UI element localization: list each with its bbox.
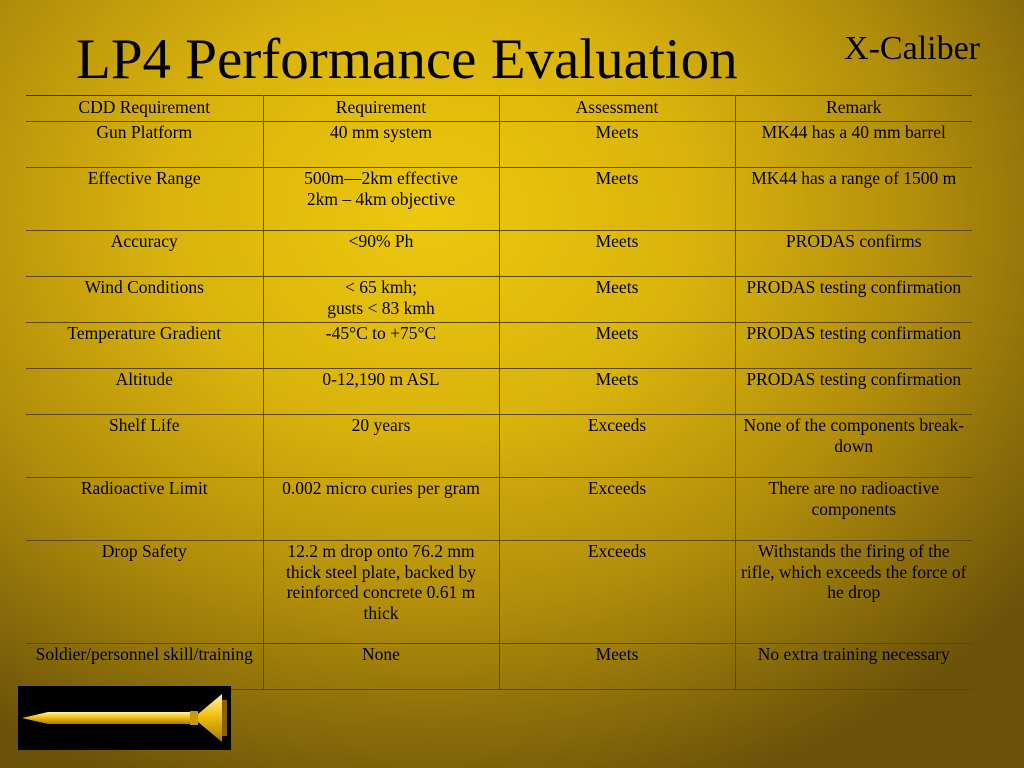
remark-cell: None of the components break-down — [734, 414, 972, 478]
remark-cell: MK44 has a 40 mm barrel — [734, 121, 972, 168]
remark-cell: PRODAS confirms — [734, 230, 972, 277]
requirement-cell: 500m—2km effective 2km – 4km objective — [262, 167, 500, 231]
performance-table: CDD Requirement Requirement Assessment R… — [26, 95, 972, 690]
cdd-requirement-cell: Soldier/personnel skill/training — [26, 643, 264, 690]
requirement-cell: <90% Ph — [262, 230, 500, 277]
table-row: Gun Platform 40 mm system Meets MK44 has a … — [26, 121, 972, 168]
column-header-cdd-requirement: CDD Requirement — [26, 95, 264, 122]
assessment-cell: Meets — [498, 167, 736, 231]
cdd-requirement-cell: Gun Platform — [26, 121, 264, 168]
assessment-cell: Meets — [498, 276, 736, 323]
requirement-cell: -45°C to +75°C — [262, 322, 500, 369]
cdd-requirement-cell: Drop Safety — [26, 540, 264, 644]
logo — [18, 686, 231, 750]
table-row: Altitude 0-12,190 m ASL Meets PRODAS testin… — [26, 368, 972, 415]
remark-cell: Withstands the firing of the rifle, whic… — [734, 540, 972, 644]
column-header-assessment: Assessment — [498, 95, 736, 122]
cdd-requirement-cell: Altitude — [26, 368, 264, 415]
table-row: Soldier/personnel skill/training None Meet… — [26, 643, 972, 690]
remark-cell: PRODAS testing confirmation — [734, 322, 972, 369]
assessment-cell: Meets — [498, 322, 736, 369]
table-row: Shelf Life 20 years Exceeds None of the com… — [26, 414, 972, 478]
table-row: Effective Range 500m—2km effective 2km – 4… — [26, 167, 972, 231]
table-row: Radioactive Limit 0.002 micro curies per … — [26, 477, 972, 541]
remark-cell: No extra training necessary — [734, 643, 972, 690]
assessment-cell: Meets — [498, 230, 736, 277]
requirement-cell: 12.2 m drop onto 76.2 mm thick steel pla… — [262, 540, 500, 644]
assessment-cell: Meets — [498, 121, 736, 168]
cdd-requirement-cell: Radioactive Limit — [26, 477, 264, 541]
requirement-cell: < 65 kmh; gusts < 83 kmh — [262, 276, 500, 323]
assessment-cell: Exceeds — [498, 477, 736, 541]
cdd-requirement-cell: Effective Range — [26, 167, 264, 231]
assessment-cell: Exceeds — [498, 540, 736, 644]
requirement-cell: 20 years — [262, 414, 500, 478]
cdd-requirement-cell: Wind Conditions — [26, 276, 264, 323]
column-header-requirement: Requirement — [262, 95, 500, 122]
brand-label: X-Caliber — [844, 30, 980, 67]
assessment-cell: Meets — [498, 643, 736, 690]
bullet-icon — [22, 694, 227, 742]
requirement-cell: 40 mm system — [262, 121, 500, 168]
remark-cell: There are no radioactive components — [734, 477, 972, 541]
table-row: Accuracy <90% Ph Meets PRODAS confirms — [26, 230, 972, 277]
requirement-cell: 0-12,190 m ASL — [262, 368, 500, 415]
cdd-requirement-cell: Shelf Life — [26, 414, 264, 478]
cdd-requirement-cell: Temperature Gradient — [26, 322, 264, 369]
remark-cell: PRODAS testing confirmation — [734, 276, 972, 323]
column-header-remark: Remark — [734, 95, 972, 122]
table-row: Drop Safety 12.2 m drop onto 76.2 mm thic… — [26, 540, 972, 644]
remark-cell: PRODAS testing confirmation — [734, 368, 972, 415]
cdd-requirement-cell: Accuracy — [26, 230, 264, 277]
requirement-cell: None — [262, 643, 500, 690]
remark-cell: MK44 has a range of 1500 m — [734, 167, 972, 231]
table-header-row: CDD Requirement Requirement Assessment R… — [26, 95, 972, 122]
assessment-cell: Meets — [498, 368, 736, 415]
table-row: Temperature Gradient -45°C to +75°C Meets P… — [26, 322, 972, 369]
table-row: Wind Conditions < 65 kmh; gusts < 83 kmh Me… — [26, 276, 972, 323]
assessment-cell: Exceeds — [498, 414, 736, 478]
requirement-cell: 0.002 micro curies per gram — [262, 477, 500, 541]
page-title: LP4 Performance Evaluation — [76, 28, 738, 91]
table-body: Gun Platform 40 mm system Meets MK44 has a … — [26, 121, 972, 690]
